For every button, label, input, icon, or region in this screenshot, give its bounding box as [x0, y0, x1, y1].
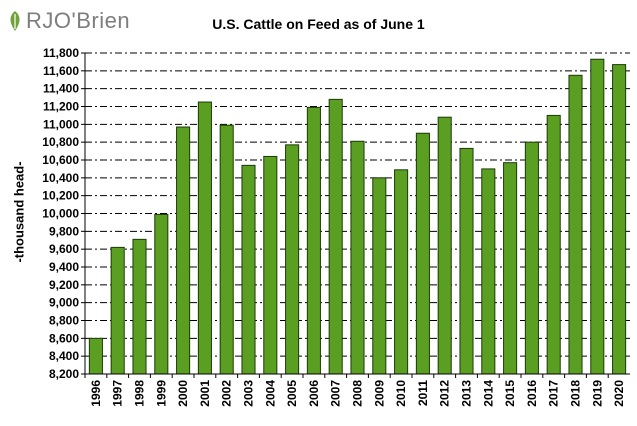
bar-2017 [546, 114, 561, 375]
y-tick-label: 8,600 [49, 331, 79, 345]
logo-text: RJO'Brien [26, 8, 131, 33]
company-logo: RJO'Brien [6, 8, 130, 34]
x-tick-label: 2006 [307, 380, 321, 407]
x-tick-label: 1997 [111, 380, 125, 407]
bar-2019 [590, 58, 605, 375]
x-tick-label: 2004 [263, 380, 277, 407]
y-tick-label: 9,600 [49, 242, 79, 256]
x-tick-labels: 1996 1997 1998 1999 2000 2001 2002 2003 2004 2005… [89, 380, 626, 407]
bar-1999 [154, 213, 169, 375]
y-tick-label: 11,800 [43, 46, 79, 60]
bar-2008 [350, 140, 365, 375]
x-tick-label: 2019 [590, 380, 604, 407]
bar-1996 [88, 337, 103, 375]
bar-2007 [328, 98, 343, 375]
x-tick-label: 2011 [416, 380, 430, 406]
bar-2018 [568, 74, 583, 375]
chart-title: U.S. Cattle on Feed as of June 1 [212, 16, 425, 32]
y-tick-label: 11,200 [43, 100, 79, 114]
y-tick-label: 10,600 [42, 153, 79, 167]
bar-1998 [132, 238, 147, 375]
x-tick-label: 2013 [460, 380, 474, 407]
x-tick-label: 2012 [438, 380, 452, 407]
bar-2011 [415, 132, 430, 375]
x-tick-label: 2020 [612, 380, 626, 407]
x-tick-label: 1996 [89, 380, 103, 407]
y-tick-label: 8,400 [49, 349, 79, 363]
x-tick-label: 2015 [503, 380, 517, 407]
x-tick-label: 2002 [220, 380, 234, 407]
bar-2014 [481, 168, 496, 375]
x-tick-label: 2009 [372, 380, 386, 407]
bar-2000 [176, 126, 191, 375]
x-tick-label: 2016 [525, 380, 539, 407]
y-tick-label: 10,000 [42, 207, 79, 221]
x-tick-label: 2014 [481, 380, 495, 407]
bar-2006 [306, 106, 321, 375]
y-tick-label: 8,200 [49, 367, 79, 381]
bar-2020 [612, 64, 627, 375]
bar-2016 [524, 141, 539, 375]
y-tick-label: 10,400 [42, 171, 79, 185]
x-tick-label: 1998 [133, 380, 147, 407]
logo-leaf-icon [10, 11, 20, 31]
bar-2015 [503, 162, 518, 375]
bar-2003 [241, 164, 256, 375]
y-tick-label: 10,200 [42, 189, 79, 203]
bar-2009 [372, 177, 387, 375]
y-tick-label: 8,800 [49, 314, 79, 328]
x-tick-label: 2003 [242, 380, 256, 407]
bar-2001 [197, 101, 212, 375]
bar-2002 [219, 124, 234, 375]
bar-2004 [263, 155, 278, 375]
bar-2013 [459, 147, 474, 375]
x-tick-label: 2001 [198, 380, 212, 407]
x-tick-label: 2008 [351, 380, 365, 407]
axes [84, 53, 630, 375]
y-tick-labels: 8,200 8,400 8,600 8,800 9,000 9,200 9,400 9,600… [42, 46, 79, 381]
y-tick-label: 9,200 [49, 278, 79, 292]
y-tick-label: 9,000 [49, 296, 79, 310]
bar-2010 [394, 169, 409, 375]
x-tick-label: 2005 [285, 380, 299, 407]
y-tick-label: 11,600 [43, 64, 79, 78]
x-tick-label: 1999 [154, 380, 168, 407]
y-tick-label: 9,800 [49, 224, 79, 238]
x-tick-label: 2010 [394, 380, 408, 407]
x-tick-label: 2007 [329, 380, 343, 407]
bar-1997 [110, 246, 125, 375]
bar-2012 [437, 116, 452, 375]
y-tick-label: 11,400 [43, 82, 79, 96]
x-tick-label: 2017 [547, 380, 561, 407]
x-tick-label: 2000 [176, 380, 190, 407]
bar-2005 [285, 144, 300, 375]
y-tick-label: 10,800 [42, 135, 79, 149]
y-tick-label: 9,400 [49, 260, 79, 274]
x-tick-label: 2018 [569, 380, 583, 407]
y-tick-label: 11,000 [43, 117, 79, 131]
